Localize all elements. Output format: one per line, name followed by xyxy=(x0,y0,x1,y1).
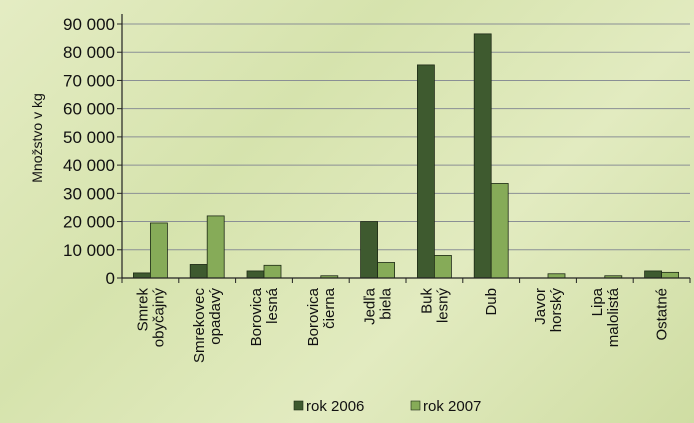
bar-rok-2007 xyxy=(433,255,452,279)
x-category-label: Dub xyxy=(483,288,500,316)
y-tick-label: 30 000 xyxy=(63,184,115,203)
x-category-label-line: Borovica xyxy=(248,287,265,346)
bar-rok-2007 xyxy=(149,222,168,279)
x-category-label-line: Smrek xyxy=(134,288,151,332)
x-category-label: Smrekobyčajný xyxy=(134,288,167,348)
x-category-label: Ostatné xyxy=(654,288,671,341)
y-tick-label: 60 000 xyxy=(63,100,115,119)
x-category-label-line: čierna xyxy=(321,287,338,329)
bar-rok-2006 xyxy=(416,64,435,279)
x-category-label-line: malolistá xyxy=(605,287,622,347)
y-tick-label: 90 000 xyxy=(63,15,115,34)
axes xyxy=(117,14,691,283)
bar-rok-2007 xyxy=(206,215,225,279)
legend-label: rok 2006 xyxy=(306,398,364,415)
x-category-label-line: obyčajný xyxy=(150,288,167,348)
y-tick-label: 40 000 xyxy=(63,156,115,175)
bar-rok-2006 xyxy=(189,264,208,279)
x-category-label-line: lesný xyxy=(434,288,451,324)
y-tick-label: 70 000 xyxy=(63,71,115,90)
x-category-label-line: Javor xyxy=(532,288,549,325)
x-category-label-line: opadavý xyxy=(207,288,224,345)
y-axis-title: Množstvo v kg xyxy=(29,93,45,182)
x-category-label: Borovicalesná xyxy=(248,287,281,346)
x-category-label-line: Dub xyxy=(483,288,500,316)
x-category-label-line: horský xyxy=(548,288,565,333)
bar-rok-2006 xyxy=(360,221,379,279)
legend-label: rok 2007 xyxy=(423,398,481,415)
y-tick-label: 50 000 xyxy=(63,128,115,147)
y-tick-label: 0 xyxy=(106,269,115,288)
bar-rok-2006 xyxy=(132,272,151,279)
x-category-label-line: Borovica xyxy=(305,287,322,346)
x-category-label-line: Smrekovec xyxy=(191,288,208,364)
bar-rok-2007 xyxy=(490,183,509,279)
bars xyxy=(132,33,679,279)
bar-rok-2006 xyxy=(246,270,265,279)
bar-rok-2006 xyxy=(473,33,492,279)
x-category-labels: Smrekobyčajný Smrekovecopadavý Borovicales… xyxy=(134,287,670,363)
x-category-label-line: Jedľa xyxy=(362,287,379,325)
legend: rok 2006 rok 2007 xyxy=(293,398,481,415)
legend-swatch xyxy=(293,400,304,411)
x-category-label: Buklesný xyxy=(418,288,451,324)
x-category-label-line: Lipa xyxy=(589,287,606,316)
y-tick-label: 10 000 xyxy=(63,241,115,260)
legend-swatch xyxy=(410,400,421,411)
y-tick-label: 80 000 xyxy=(63,43,115,62)
bar-rok-2006 xyxy=(644,270,662,279)
x-category-label: Lipamalolistá xyxy=(589,287,622,347)
x-category-label-line: Buk xyxy=(418,288,435,314)
y-tick-label: 20 000 xyxy=(63,213,115,232)
x-category-label-line: biela xyxy=(378,287,395,319)
y-tick-labels: 0 10 000 20 000 30 000 40 000 50 000 60 000 70 … xyxy=(63,15,115,288)
bar-rok-2007 xyxy=(661,271,679,279)
bar-rok-2007 xyxy=(263,264,282,279)
bar-rok-2007 xyxy=(547,273,566,279)
x-category-label: Jedľabiela xyxy=(362,287,395,325)
x-category-label-line: Ostatné xyxy=(654,288,671,341)
bar-rok-2007 xyxy=(377,262,396,279)
x-category-label: Borovicačierna xyxy=(305,287,338,346)
x-category-label-line: lesná xyxy=(264,287,281,324)
x-category-label: Smrekovecopadavý xyxy=(191,288,224,364)
x-category-label: Javorhorský xyxy=(532,288,565,333)
